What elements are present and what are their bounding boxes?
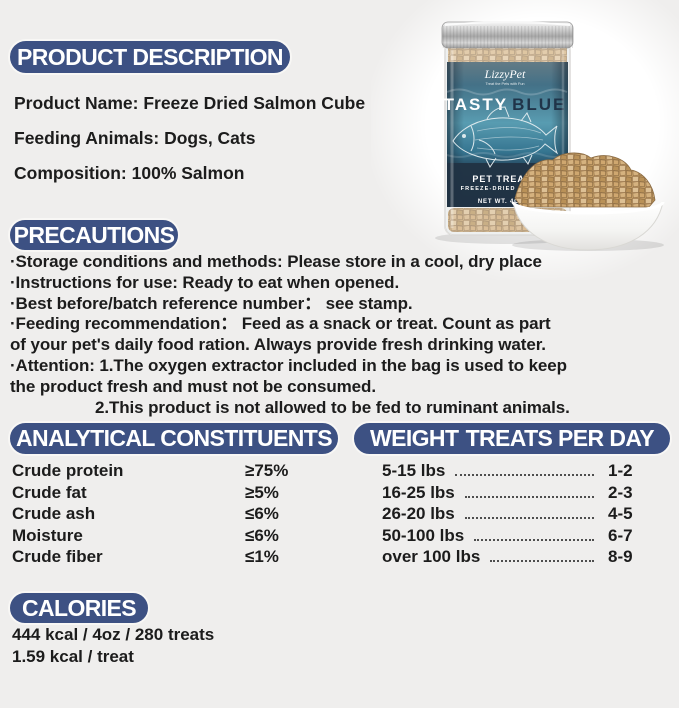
product-description-header-label: PRODUCT DESCRIPTION: [17, 43, 284, 70]
table-row: Moisture ≤6%: [12, 525, 332, 547]
product-description-header: PRODUCT DESCRIPTION: [8, 39, 292, 75]
constituent-label: Moisture: [12, 525, 83, 545]
constituent-label: Crude ash: [12, 504, 96, 524]
treat-heap: [514, 152, 656, 208]
label-title-tasty: TASTY: [444, 95, 508, 114]
treats-per-day-value: 4-5: [608, 504, 633, 524]
dotted-leader: [464, 505, 594, 520]
weight-range-label: 26-20 lbs: [382, 504, 455, 524]
precaution-line: ·Best before/batch reference number： see…: [10, 293, 413, 313]
precaution-line: ·Instructions for use: Ready to eat when…: [10, 272, 400, 292]
table-row: 50-100 lbs 6-7: [352, 525, 652, 547]
calories-header-label: CALORIES: [21, 594, 137, 621]
treats-per-day-value: 6-7: [608, 525, 633, 545]
brand-logo: LizzyPet: [484, 67, 526, 81]
label-title: TASTYBLUE: [444, 95, 567, 114]
label-net-wt: NET WT. 4OZ: [478, 199, 524, 205]
constituent-value: ≤6%: [245, 525, 279, 545]
constituent-value: ≥75%: [245, 461, 289, 480]
precaution-line: ·Attention: 1.The oxygen extractor inclu…: [10, 355, 567, 375]
analytical-constituents-table: Crude protein ≥75% Crude fat ≥5% Crude ash…: [12, 460, 332, 568]
treats-per-day-value: 8-9: [608, 547, 633, 567]
table-row: 5-15 lbs 1-2: [352, 460, 652, 482]
treats-top-strip: [448, 46, 567, 63]
constituent-value: ≤1%: [245, 547, 279, 567]
table-row: Crude fat ≥5%: [12, 482, 332, 504]
calories-header: CALORIES: [8, 591, 150, 625]
composition-line: Composition: 100% Salmon: [14, 163, 245, 183]
fish-illustration: [452, 106, 559, 168]
precautions-header: PRECAUTIONS: [8, 218, 180, 252]
weight-range-label: over 100 lbs: [382, 547, 481, 567]
table-row: Crude fiber ≤1%: [12, 546, 332, 568]
table-row: 26-20 lbs 4-5: [352, 503, 652, 525]
weight-header-label: WEIGHT: [370, 425, 459, 451]
jar-lid: [441, 21, 574, 49]
precaution-line: the product fresh and must not be consum…: [10, 376, 376, 396]
bowl-rim-highlight: [511, 201, 665, 215]
weight-range-label: 5-15 lbs: [382, 461, 446, 480]
water-ripple: [446, 152, 568, 158]
precautions-text: ·Storage conditions and methods: Please …: [10, 252, 630, 418]
table-row: 16-25 lbs 2-3: [352, 482, 652, 504]
dotted-leader: [464, 484, 594, 498]
weight-range-label: 16-25 lbs: [382, 482, 455, 502]
precaution-line: ·Feeding recommendation： Feed as a snack…: [10, 314, 551, 334]
calories-line: 1.59 kcal / treat: [12, 647, 134, 666]
constituent-label: Crude protein: [12, 461, 124, 480]
weight-range-label: 50-100 lbs: [382, 525, 465, 545]
analytical-constituents-header: ANALYTICAL CONSTITUENTS: [8, 421, 340, 456]
treats-per-day-value: 1-2: [608, 461, 633, 480]
label-pet-treats: PET TREATS: [472, 174, 537, 184]
product-name-line: Product Name: Freeze Dried Salmon Cube: [14, 93, 366, 113]
weight-treats-table: 5-15 lbs 1-2 16-25 lbs 2-3 26-20 lbs 4-5 50…: [352, 460, 652, 568]
product-description-text: Product Name: Freeze Dried Salmon Cube F…: [14, 86, 414, 191]
water-ripple: [446, 88, 568, 96]
constituent-value: ≥5%: [245, 482, 279, 502]
product-photo-illustration: LizzyPet Treat the Pets with Fun TASTYBL…: [435, 21, 665, 251]
glass-haze-top: [448, 46, 567, 63]
analytical-constituents-header-label: ANALYTICAL CONSTITUENTS: [16, 425, 332, 451]
weight-treats-header: WEIGHT TREATS PER DAY: [352, 421, 672, 456]
calories-text: 444 kcal / 4oz / 280 treats 1.59 kcal / …: [12, 624, 352, 668]
constituent-value: ≤6%: [245, 504, 279, 524]
precaution-line: of your pet's daily food ration. Always …: [10, 335, 546, 355]
precaution-line: 2.This product is not allowed to be fed …: [95, 397, 570, 417]
label-freeze-dried: FREEZE-DRIED SALMON: [461, 186, 550, 192]
dotted-leader: [490, 548, 594, 563]
dotted-leader: [474, 527, 594, 541]
table-row: Crude protein ≥75%: [12, 460, 332, 482]
precaution-line: ·Storage conditions and methods: Please …: [10, 252, 542, 271]
treats-per-day-header-label: TREATS PER DAY: [465, 425, 655, 451]
product-photo: LizzyPet Treat the Pets with Fun TASTYBL…: [371, 0, 679, 280]
constituent-label: Crude fat: [12, 482, 87, 502]
feeding-animals-line: Feeding Animals: Dogs, Cats: [14, 128, 256, 148]
constituent-label: Crude fiber: [12, 547, 103, 567]
table-row: Crude ash ≤6%: [12, 503, 332, 525]
treat-bowl: [511, 152, 665, 251]
treats-per-day-value: 2-3: [608, 482, 633, 502]
brand-tagline: Treat the Pets with Fun: [485, 82, 524, 86]
table-row: over 100 lbs 8-9: [352, 546, 652, 568]
dotted-leader: [455, 462, 594, 476]
label-title-blue: BLUE: [512, 95, 566, 114]
calories-line: 444 kcal / 4oz / 280 treats: [12, 625, 215, 644]
precautions-header-label: PRECAUTIONS: [13, 221, 175, 248]
